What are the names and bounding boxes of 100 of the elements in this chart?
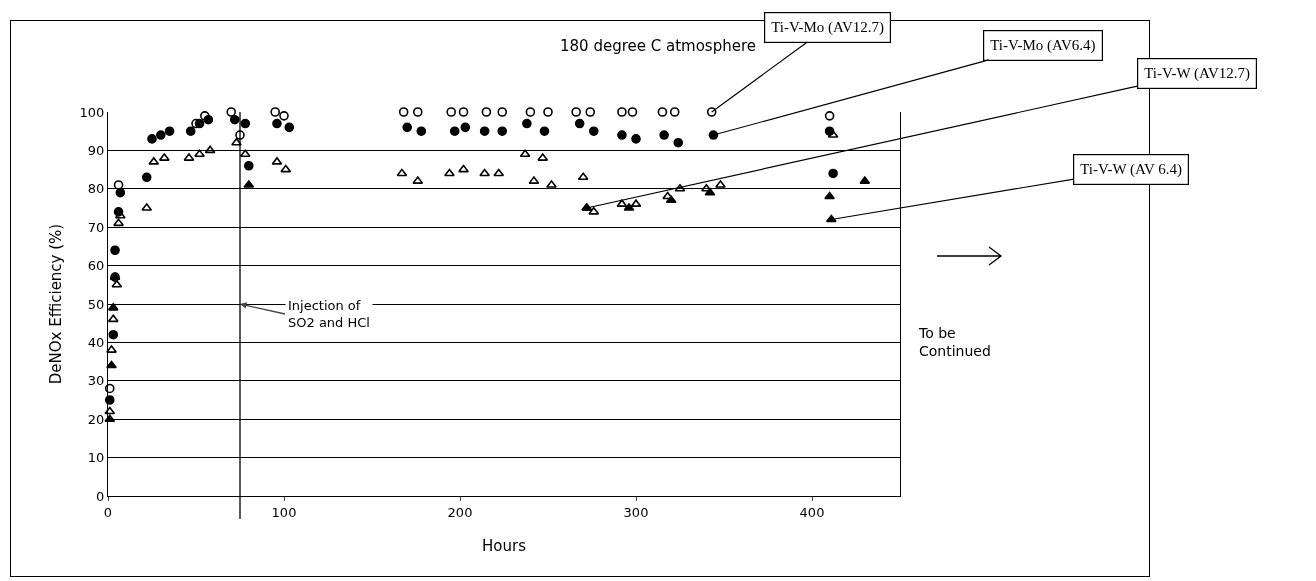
point: [585, 107, 596, 117]
point: [106, 360, 117, 369]
point: [244, 160, 254, 171]
x-tick-label: 100: [271, 504, 297, 520]
point: [627, 107, 638, 117]
point: [240, 118, 251, 129]
point: [546, 180, 557, 188]
point: [402, 122, 412, 133]
point: [113, 218, 124, 227]
point: [617, 107, 627, 117]
point: [398, 107, 409, 117]
point: [449, 126, 460, 136]
point: [396, 168, 408, 177]
y-axis-title: DeNOx Efficiency (%): [46, 223, 65, 385]
y-tick-label: 0: [95, 488, 105, 504]
y-tick-label: 20: [87, 411, 105, 427]
point: [270, 107, 280, 117]
point: [824, 191, 836, 200]
point: [574, 118, 585, 129]
point: [665, 195, 677, 204]
annotation: Ti-V-Mo (AV12.7): [771, 19, 885, 37]
point: [824, 111, 835, 121]
point: [497, 107, 508, 117]
point: [704, 187, 716, 196]
point: [108, 329, 119, 340]
point: [239, 149, 251, 158]
x-tick-label: 400: [799, 504, 825, 520]
point: [203, 114, 214, 125]
point: [194, 149, 205, 158]
y-tick-label: 50: [87, 296, 105, 312]
y-tick-label: 100: [79, 104, 105, 120]
annotation: Ti-V-W (AV12.7): [1144, 65, 1251, 83]
point: [708, 130, 719, 140]
point: [229, 114, 240, 125]
point: [481, 107, 492, 117]
y-tick-label: 60: [87, 258, 105, 274]
point: [522, 118, 532, 129]
point: [657, 107, 668, 117]
annotation: Ti-V-W (AV 6.4): [1080, 161, 1183, 179]
x-tick-label: 300: [623, 504, 649, 520]
point: [715, 180, 726, 188]
point: [141, 172, 152, 183]
point: [104, 395, 115, 405]
point: [525, 107, 536, 117]
point: [458, 164, 469, 173]
point: [519, 149, 531, 158]
x-tick-label: 200: [447, 504, 473, 520]
y-tick-label: 40: [87, 334, 105, 350]
point: [412, 107, 423, 117]
y-tick-label: 10: [87, 450, 105, 466]
point: [156, 130, 166, 140]
point: [539, 126, 550, 136]
y-tick-label: 30: [87, 373, 105, 389]
point: [543, 107, 553, 117]
point: [617, 130, 627, 140]
point: [577, 172, 589, 181]
point: [458, 107, 469, 117]
point: [272, 118, 282, 129]
point: [479, 126, 490, 136]
point: [284, 122, 295, 133]
point: [497, 126, 508, 136]
y-tick-label: 80: [87, 181, 105, 197]
point: [104, 406, 116, 415]
point: [110, 245, 120, 256]
point: [706, 107, 717, 117]
point: [231, 137, 242, 146]
point: [104, 383, 115, 394]
point: [673, 137, 684, 148]
point: [204, 145, 216, 154]
point: [280, 164, 292, 173]
point: [226, 107, 236, 117]
point: [185, 126, 196, 136]
point: [444, 168, 455, 177]
point: [235, 130, 245, 140]
y-tick-label: 90: [87, 142, 105, 158]
text: To be Continued: [918, 325, 991, 360]
point: [588, 126, 599, 136]
point: [493, 168, 505, 177]
point: [631, 134, 641, 144]
x-axis-title: Hours: [482, 537, 527, 556]
point: [416, 126, 427, 136]
point: [113, 180, 124, 190]
point: [279, 111, 289, 121]
point: [107, 314, 119, 323]
point: [164, 126, 175, 136]
y-tick-label: 70: [87, 219, 105, 235]
ref-line-label: Injection of SO2 and HCl: [288, 298, 370, 330]
point: [460, 122, 471, 133]
point: [147, 134, 157, 144]
point: [446, 107, 456, 117]
point: [200, 111, 210, 121]
point: [669, 107, 680, 117]
point: [659, 130, 669, 140]
point: [571, 107, 581, 117]
point: [828, 168, 838, 179]
chart-title: 180 degree C atmosphere: [560, 37, 756, 56]
point: [194, 118, 205, 129]
annotation: Ti-V-Mo (AV6.4): [990, 37, 1096, 55]
point: [479, 168, 491, 177]
point: [106, 345, 117, 353]
